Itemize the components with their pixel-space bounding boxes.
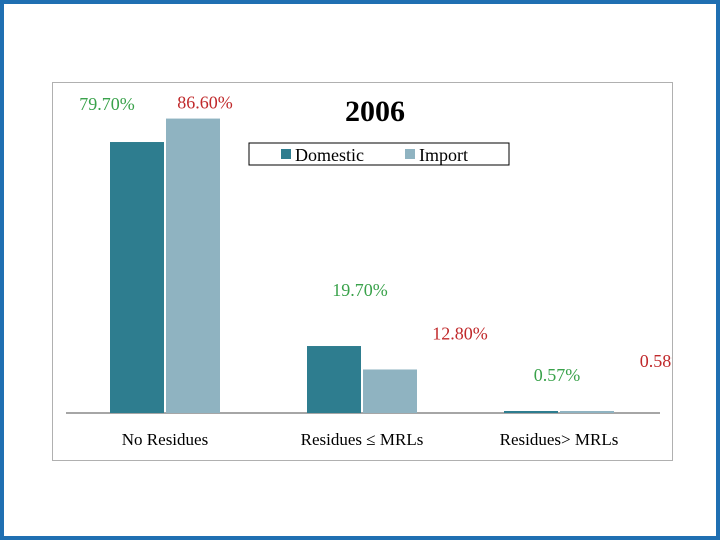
category-label-3: Residues> MRLs xyxy=(500,430,619,449)
chart-area: 2006 Domestic Import 79.70% 86.60% 19.70% 1… xyxy=(52,82,673,461)
legend-box xyxy=(248,142,510,166)
value-label-domestic-1: 79.70% xyxy=(79,94,135,114)
bar-import-2 xyxy=(363,369,417,413)
bars-group xyxy=(110,118,614,413)
bar-import-3 xyxy=(560,411,614,413)
value-label-import-2: 12.80% xyxy=(432,323,488,343)
legend-swatch-import xyxy=(405,149,415,159)
bar-chart: 2006 Domestic Import 79.70% 86.60% 19.70% 1… xyxy=(66,93,672,449)
legend-label-import: Import xyxy=(419,145,468,165)
value-labels-group: 79.70% 86.60% 19.70% 12.80% 0.57% 0.58% xyxy=(79,93,672,385)
bar-domestic-1 xyxy=(110,142,164,413)
category-labels-group: No Residues Residues ≤ MRLs Residues> MRLs xyxy=(122,430,619,449)
legend-label-domestic: Domestic xyxy=(295,145,364,165)
legend: Domestic Import xyxy=(248,142,510,166)
category-label-1: No Residues xyxy=(122,430,208,449)
bar-domestic-2 xyxy=(307,346,361,413)
bar-import-1 xyxy=(166,118,220,413)
value-label-domestic-3: 0.57% xyxy=(534,365,581,385)
category-label-2: Residues ≤ MRLs xyxy=(301,430,424,449)
value-label-import-3: 0.58% xyxy=(640,351,672,371)
value-label-domestic-2: 19.70% xyxy=(332,280,388,300)
value-label-import-1: 86.60% xyxy=(177,93,233,113)
legend-swatch-domestic xyxy=(281,149,291,159)
chart-title: 2006 xyxy=(345,95,405,128)
bar-domestic-3 xyxy=(504,411,558,413)
